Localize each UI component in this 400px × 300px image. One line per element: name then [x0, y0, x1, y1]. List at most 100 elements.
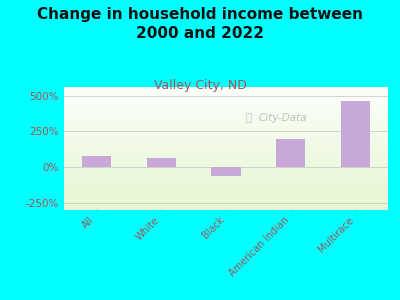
Bar: [64, 159, 388, 160]
Bar: [64, 151, 388, 152]
Bar: [64, 155, 388, 156]
Bar: [64, 195, 388, 196]
Bar: [64, 156, 388, 157]
Bar: [64, 177, 388, 178]
Bar: [64, 184, 388, 185]
Bar: [64, 106, 388, 107]
Bar: [64, 173, 388, 174]
Bar: [64, 169, 388, 170]
Text: ⓘ: ⓘ: [246, 113, 252, 123]
Bar: [64, 87, 388, 88]
Text: Change in household income between
2000 and 2022: Change in household income between 2000 …: [37, 8, 363, 41]
Bar: [64, 204, 388, 205]
Bar: [64, 197, 388, 198]
Bar: [64, 171, 388, 172]
Bar: [64, 168, 388, 169]
Bar: [64, 112, 388, 114]
Bar: [64, 135, 388, 136]
Bar: [64, 137, 388, 138]
Bar: [64, 149, 388, 151]
Bar: [64, 117, 388, 118]
Bar: [64, 93, 388, 94]
Bar: [64, 180, 388, 181]
Bar: [64, 89, 388, 90]
Bar: [64, 139, 388, 140]
Bar: [64, 188, 388, 190]
Bar: [64, 122, 388, 123]
Bar: [64, 186, 388, 188]
Bar: [64, 181, 388, 182]
Bar: [64, 131, 388, 132]
Bar: [64, 125, 388, 126]
Bar: [64, 196, 388, 197]
Bar: [64, 163, 388, 164]
Bar: [64, 136, 388, 137]
Bar: [64, 110, 388, 111]
Bar: [341, 101, 370, 167]
Bar: [64, 127, 388, 128]
Bar: [64, 144, 388, 145]
Bar: [64, 88, 388, 89]
Bar: [64, 185, 388, 186]
Bar: [82, 156, 111, 167]
Bar: [64, 130, 388, 131]
Bar: [64, 90, 388, 91]
Bar: [64, 192, 388, 193]
Bar: [64, 203, 388, 204]
Bar: [64, 121, 388, 122]
Bar: [64, 198, 388, 199]
Bar: [64, 201, 388, 202]
Bar: [64, 199, 388, 200]
Bar: [64, 92, 388, 93]
Bar: [64, 175, 388, 176]
Bar: [64, 114, 388, 115]
Bar: [64, 202, 388, 203]
Bar: [212, 167, 240, 176]
Bar: [64, 209, 388, 210]
Bar: [64, 176, 388, 177]
Bar: [64, 164, 388, 165]
Bar: [64, 153, 388, 154]
Bar: [64, 158, 388, 159]
Bar: [64, 133, 388, 134]
Bar: [276, 139, 305, 167]
Bar: [64, 98, 388, 99]
Bar: [64, 162, 388, 163]
Bar: [64, 103, 388, 104]
Bar: [64, 141, 388, 142]
Bar: [64, 206, 388, 207]
Bar: [64, 115, 388, 116]
Bar: [64, 100, 388, 101]
Bar: [64, 208, 388, 209]
Bar: [64, 140, 388, 141]
Bar: [64, 182, 388, 183]
Bar: [64, 167, 388, 168]
Bar: [64, 165, 388, 166]
Bar: [64, 97, 388, 98]
Bar: [64, 143, 388, 144]
Bar: [64, 190, 388, 192]
Bar: [64, 166, 388, 167]
Bar: [64, 157, 388, 158]
Bar: [64, 101, 388, 102]
Bar: [64, 102, 388, 104]
Bar: [64, 95, 388, 96]
Bar: [64, 128, 388, 129]
Bar: [64, 126, 388, 127]
Bar: [64, 194, 388, 195]
Bar: [64, 119, 388, 120]
Bar: [64, 109, 388, 110]
Bar: [147, 158, 176, 167]
Bar: [64, 207, 388, 208]
Bar: [64, 160, 388, 161]
Bar: [64, 205, 388, 206]
Bar: [64, 123, 388, 124]
Bar: [64, 174, 388, 175]
Text: Valley City, ND: Valley City, ND: [154, 80, 246, 92]
Bar: [64, 193, 388, 194]
Bar: [64, 161, 388, 162]
Text: City-Data: City-Data: [258, 113, 307, 123]
Bar: [64, 91, 388, 92]
Bar: [64, 111, 388, 112]
Bar: [64, 146, 388, 148]
